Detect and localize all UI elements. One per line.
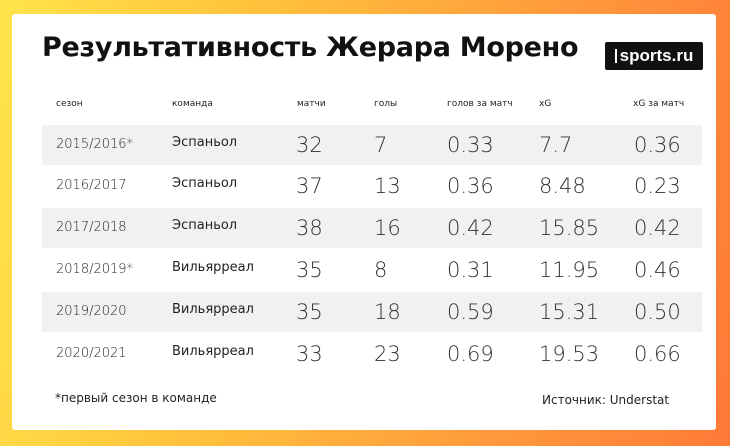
header-goals-per-match: голов за матч xyxy=(447,99,513,109)
source-note: Источник: Understat xyxy=(542,393,670,407)
table-row: 2019/2020 Вильярреал 35 18 0.59 15.31 0.… xyxy=(42,292,702,332)
cell-goals: 7 xyxy=(374,133,388,157)
cell-goals-per-match: 0.36 xyxy=(447,174,494,198)
header-team: команда xyxy=(172,99,213,109)
header-xg: xG xyxy=(539,99,552,109)
cell-xg-per-match: 0.66 xyxy=(634,342,681,366)
table-row: 2016/2017 Эспаньол 37 13 0.36 8.48 0.23 xyxy=(42,166,702,206)
cell-xg-per-match: 0.42 xyxy=(634,216,681,240)
cell-xg-per-match: 0.36 xyxy=(634,133,681,157)
cell-goals: 23 xyxy=(374,342,401,366)
table-row: 2017/2018 Эспаньол 38 16 0.42 15.85 0.42 xyxy=(42,208,702,248)
cell-team: Вильярреал xyxy=(172,260,254,275)
cell-goals: 18 xyxy=(374,300,401,324)
sports-ru-logo: sports.ru xyxy=(605,42,703,70)
cell-season: 2020/2021 xyxy=(56,346,127,361)
cell-xg: 7.7 xyxy=(539,133,573,157)
cell-goals: 8 xyxy=(374,258,388,282)
cell-team: Вильярреал xyxy=(172,302,254,317)
header-goals: голы xyxy=(374,99,398,109)
cell-season: 2017/2018 xyxy=(56,220,127,235)
cell-matches: 35 xyxy=(296,300,323,324)
cell-team: Вильярреал xyxy=(172,344,254,359)
cell-xg: 11.95 xyxy=(539,258,600,282)
cell-goals-per-match: 0.42 xyxy=(447,216,494,240)
cell-matches: 32 xyxy=(296,133,323,157)
cell-matches: 38 xyxy=(296,216,323,240)
cell-xg: 8.48 xyxy=(539,174,586,198)
cell-matches: 35 xyxy=(296,258,323,282)
cell-matches: 37 xyxy=(296,174,323,198)
cell-goals-per-match: 0.69 xyxy=(447,342,494,366)
cell-team: Эспаньол xyxy=(172,176,238,191)
table-row: 2020/2021 Вильярреал 33 23 0.69 19.53 0.… xyxy=(42,334,702,374)
cell-season: 2019/2020 xyxy=(56,304,127,319)
logo-text: sports.ru xyxy=(619,46,694,65)
cell-goals-per-match: 0.31 xyxy=(447,258,494,282)
cell-xg: 15.85 xyxy=(539,216,600,240)
cell-xg-per-match: 0.46 xyxy=(634,258,681,282)
cell-xg: 15.31 xyxy=(539,300,600,324)
cell-team: Эспаньол xyxy=(172,135,238,150)
cell-season: 2015/2016* xyxy=(56,137,134,152)
cell-goals: 13 xyxy=(374,174,401,198)
cell-xg: 19.53 xyxy=(539,342,600,366)
footnote: *первый сезон в команде xyxy=(55,391,217,405)
table-row: 2018/2019* Вильярреал 35 8 0.31 11.95 0.… xyxy=(42,250,702,290)
cell-xg-per-match: 0.23 xyxy=(634,174,681,198)
cell-goals-per-match: 0.59 xyxy=(447,300,494,324)
header-matches: матчи xyxy=(297,99,326,109)
table-row: 2015/2016* Эспаньол 32 7 0.33 7.7 0.36 xyxy=(42,125,702,165)
logo-bar-icon xyxy=(614,49,617,63)
cell-matches: 33 xyxy=(296,342,323,366)
cell-team: Эспаньол xyxy=(172,218,238,233)
cell-goals: 16 xyxy=(374,216,401,240)
header-season: сезон xyxy=(56,99,83,109)
cell-season: 2016/2017 xyxy=(56,178,127,193)
cell-season: 2018/2019* xyxy=(56,262,134,277)
header-xg-per-match: xG за матч xyxy=(633,99,685,109)
cell-goals-per-match: 0.33 xyxy=(447,133,494,157)
cell-xg-per-match: 0.50 xyxy=(634,300,681,324)
page-title: Результативность Жерара Морено xyxy=(42,32,579,63)
